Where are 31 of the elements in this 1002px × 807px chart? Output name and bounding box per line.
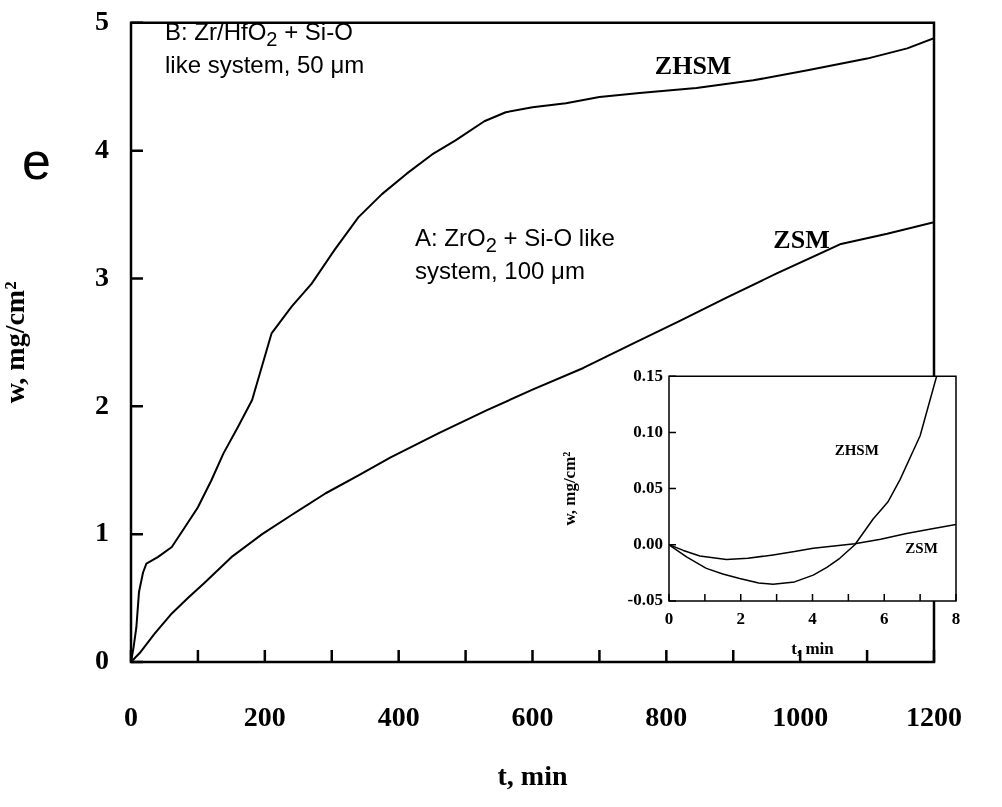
y-tick-label: 0.00 xyxy=(633,534,663,554)
x-tick-label: 600 xyxy=(511,701,554,733)
y-tick-label: 4 xyxy=(95,132,109,164)
y-axis-title: w, mg/cm² xyxy=(0,281,31,404)
x-tick-label: 8 xyxy=(951,608,961,628)
x-tick-label: 400 xyxy=(377,701,420,733)
series-label: ZHSM xyxy=(834,441,879,458)
x-tick-label: 200 xyxy=(243,701,286,733)
x-tick-label: 2 xyxy=(736,608,745,628)
series-label: ZSM xyxy=(773,225,830,255)
text: e xyxy=(22,131,51,192)
y-tick-label: 2 xyxy=(95,388,109,420)
y-tick-label: 5 xyxy=(95,5,109,37)
y-tick-label: -0.05 xyxy=(627,590,663,610)
annotation: A: ZrO$_{2}$ + Si-O like system, 100 μm xyxy=(415,224,615,286)
x-tick-label: 4 xyxy=(808,608,818,628)
x-tick-label: 0 xyxy=(124,701,138,733)
series-label: ZHSM xyxy=(654,51,732,81)
series-label: ZSM xyxy=(905,539,938,556)
x-tick-label: 1200 xyxy=(906,701,962,733)
x-tick-label: 1000 xyxy=(772,701,829,733)
y-axis-title: w, mg/cm² xyxy=(559,451,579,526)
y-tick-label: 0.15 xyxy=(633,365,663,385)
y-tick-label: 0.05 xyxy=(633,477,663,497)
y-tick-label: 1 xyxy=(95,516,109,548)
x-tick-label: 6 xyxy=(880,608,889,628)
y-tick-label: 3 xyxy=(95,260,109,292)
x-tick-label: 800 xyxy=(645,701,688,733)
x-axis-title: t, min xyxy=(497,760,568,792)
y-tick-label: 0 xyxy=(95,644,109,676)
y-tick-label: 0.10 xyxy=(633,421,663,441)
